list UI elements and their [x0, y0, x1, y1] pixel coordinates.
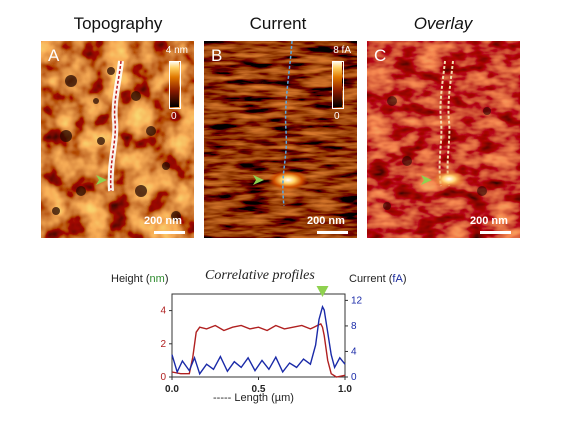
scale-bar-a — [154, 231, 185, 234]
x-tick-label: 0.5 — [252, 384, 266, 395]
y-right-tick-label: 4 — [351, 346, 357, 357]
profile-figure: Height (nm) Correlative profiles Current… — [0, 255, 575, 423]
x-axis-label: ----- Length (µm) — [213, 392, 294, 404]
panel-letter-b: B — [211, 46, 223, 65]
profile-path-current — [282, 41, 293, 207]
left-axis-label: Height (nm) — [111, 273, 169, 285]
peak-marker-icon — [316, 286, 329, 297]
scale-bar-c — [480, 231, 511, 234]
scale-label-c: 200 nm — [470, 215, 508, 227]
colorbar-a — [169, 61, 181, 109]
colorbar-min-a: 0 — [171, 111, 177, 122]
y-left-tick-label: 4 — [160, 306, 166, 317]
topography-image — [41, 41, 194, 238]
right-axis-unit: fA — [392, 273, 403, 285]
y-right-tick-label: 12 — [351, 295, 363, 306]
panel-title-b: Current — [249, 14, 307, 33]
marker-arrow-icon — [253, 175, 264, 185]
overlay-image — [367, 41, 520, 238]
left-axis-unit: nm — [149, 273, 165, 285]
current-profile-line — [171, 304, 346, 376]
panel-letter-c: C — [374, 46, 387, 65]
overlay-hotspot — [433, 170, 465, 188]
colorbar-max-b: 8 fA — [333, 45, 351, 56]
marker-arrow-icon — [421, 175, 432, 185]
y-right-tick-label: 8 — [351, 321, 357, 332]
profile-path — [109, 60, 122, 192]
x-tick-label: 0.0 — [165, 384, 179, 395]
scale-bar-b — [317, 231, 348, 234]
current-hotspot — [268, 170, 308, 190]
height-profile-line — [171, 322, 346, 378]
topography-panel: A 4 nm 0 200 nm — [41, 41, 194, 238]
panel-title-c: Overlay — [413, 14, 473, 33]
y-right-tick-label: 0 — [351, 372, 357, 383]
right-axis-label: Current (fA) — [349, 273, 407, 285]
colorbar-b — [332, 61, 344, 109]
chart-series — [171, 286, 346, 378]
marker-arrow-icon — [96, 175, 107, 185]
colorbar-max-a: 4 nm — [165, 45, 188, 56]
current-panel: B 8 fA 0 200 nm — [204, 41, 357, 238]
y-left-tick-label: 2 — [160, 339, 166, 350]
overlay-panel: C 200 nm — [367, 41, 520, 238]
scale-label-a: 200 nm — [144, 215, 182, 227]
chart-title: Correlative profiles — [205, 268, 315, 283]
x-tick-label: 1.0 — [338, 384, 352, 395]
panel-letter-a: A — [48, 46, 60, 65]
current-image — [204, 41, 357, 238]
scale-label-b: 200 nm — [307, 215, 345, 227]
panel-title-a: Topography — [73, 14, 163, 33]
y-left-tick-label: 0 — [160, 372, 166, 383]
colorbar-min-b: 0 — [334, 111, 340, 122]
